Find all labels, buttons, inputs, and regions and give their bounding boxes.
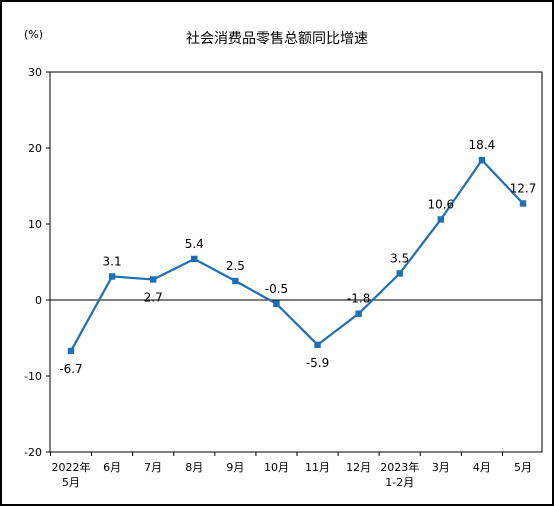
data-label: 2.5	[226, 259, 245, 273]
plot-area	[49, 71, 543, 453]
y-tick-label: -10	[24, 370, 42, 383]
x-tick-label: 5月	[62, 476, 80, 489]
x-tick-label: 3月	[432, 461, 450, 474]
x-tick-label: 1-2月	[385, 476, 414, 489]
data-point	[149, 276, 157, 283]
data-point	[396, 270, 403, 277]
x-tick-label: 9月	[226, 461, 244, 474]
data-point	[108, 273, 116, 280]
data-point	[355, 310, 362, 317]
x-tick-label: 7月	[144, 461, 162, 474]
chart-title: 社会消费品零售总额同比增速	[186, 31, 368, 47]
data-point	[232, 277, 239, 285]
x-tick-label: 11月	[305, 461, 330, 474]
data-point	[191, 255, 198, 263]
data-label: 10.6	[427, 197, 454, 211]
x-tick-label: 2022年	[52, 460, 91, 474]
data-label: -5.9	[306, 356, 329, 370]
y-tick-label: 10	[28, 218, 42, 231]
data-label: 18.4	[469, 138, 496, 152]
data-point	[519, 200, 527, 207]
data-point	[314, 341, 321, 349]
data-label: 12.7	[510, 181, 537, 195]
x-tick-label: 8月	[185, 461, 203, 474]
data-label: 3.1	[103, 254, 122, 268]
data-point	[437, 216, 445, 223]
data-point	[67, 347, 75, 355]
x-tick-label: 6月	[103, 461, 121, 474]
y-tick-label: 30	[28, 66, 42, 79]
y-tick-label: 20	[28, 142, 42, 155]
series-line	[70, 158, 524, 352]
x-tick-label: 10月	[264, 461, 289, 474]
data-label: 2.7	[144, 290, 163, 304]
data-label: -1.8	[347, 292, 370, 306]
unit-label: (%)	[24, 28, 44, 41]
y-tick-label: -20	[24, 446, 42, 459]
x-tick-label: 2023年	[380, 460, 419, 474]
x-tick-label: 4月	[473, 461, 491, 474]
data-label: 5.4	[185, 237, 204, 251]
data-label: -0.5	[265, 282, 288, 296]
x-tick-label: 12月	[346, 461, 371, 474]
data-point	[478, 156, 486, 164]
y-tick-label: 0	[35, 294, 42, 307]
data-label: 3.5	[390, 251, 409, 265]
data-point	[273, 300, 280, 307]
data-label: -6.7	[59, 362, 82, 376]
x-tick-label: 5月	[514, 461, 532, 474]
